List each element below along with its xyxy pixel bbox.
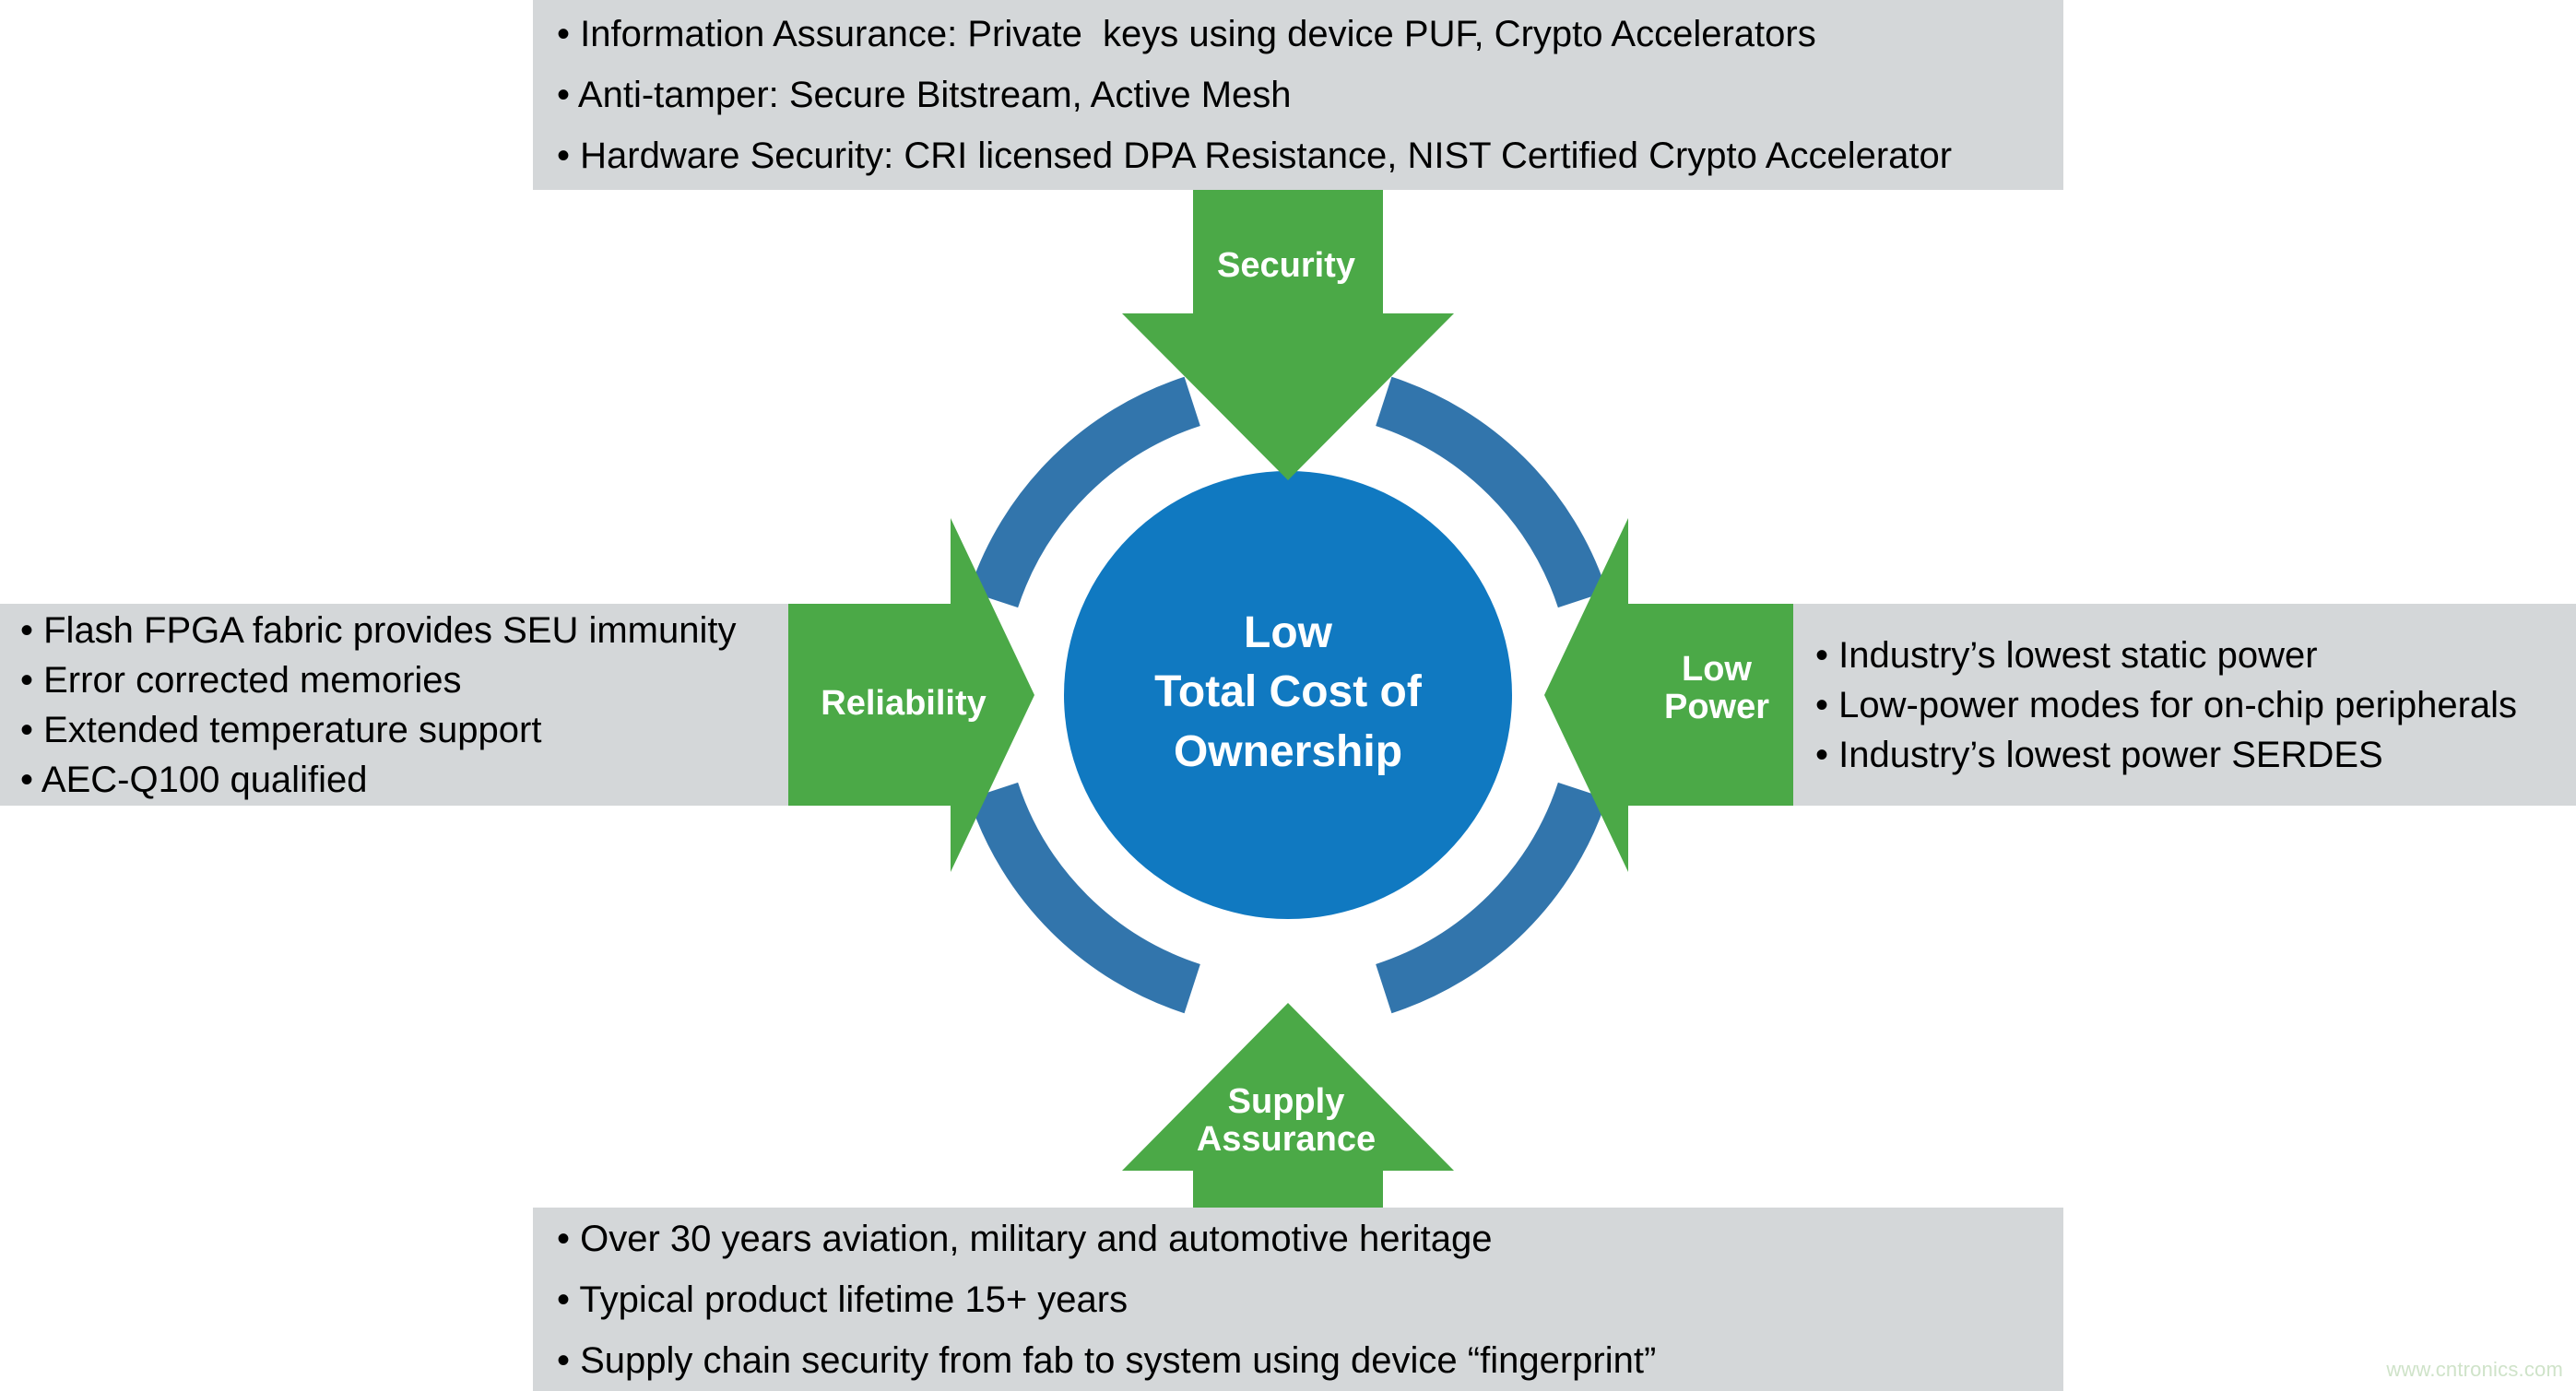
center-circle-label: Low Total Cost of Ownership — [1154, 608, 1422, 776]
bullet-item: • Supply chain security from fab to syst… — [557, 1339, 1657, 1381]
bullet-item: • Typical product lifetime 15+ years — [557, 1279, 1128, 1320]
bullet-item: • Industry’s lowest power SERDES — [1815, 734, 2383, 775]
bullet-item: • AEC-Q100 qualified — [20, 759, 368, 800]
bullet-item: • Industry’s lowest static power — [1815, 634, 2318, 676]
arrow-label-supply-assurance: Supply Assurance — [1196, 1082, 1377, 1160]
bullet-item: • Hardware Security: CRI licensed DPA Re… — [557, 136, 1953, 176]
watermark: www.cntronics.com — [2386, 1358, 2563, 1381]
panel-low-power-details: • Industry’s lowest static power • Low-p… — [1793, 604, 2576, 806]
panel-reliability-details: • Flash FPGA fabric provides SEU immunit… — [0, 604, 795, 806]
bullet-item: • Anti-tamper: Secure Bitstream, Active … — [557, 75, 1292, 115]
bullet-item: • Over 30 years aviation, military and a… — [557, 1218, 1493, 1259]
panel-supply-assurance-details: • Over 30 years aviation, military and a… — [533, 1208, 2063, 1391]
bullet-item: • Error corrected memories — [20, 659, 462, 701]
panel-security-details: • Information Assurance: Private keys us… — [533, 0, 2063, 190]
arrow-label-reliability: Reliability — [821, 684, 987, 723]
arrow-security — [1122, 190, 1454, 480]
bullet-item: • Extended temperature support — [20, 709, 542, 750]
arrow-label-security: Security — [1217, 246, 1355, 285]
bullet-item: • Flash FPGA fabric provides SEU immunit… — [20, 609, 737, 651]
arrow-label-low-power: Low Power — [1663, 650, 1770, 727]
bullet-item: • Information Assurance: Private keys us… — [557, 14, 1816, 54]
bullet-item: • Low-power modes for on-chip peripheral… — [1815, 684, 2518, 725]
